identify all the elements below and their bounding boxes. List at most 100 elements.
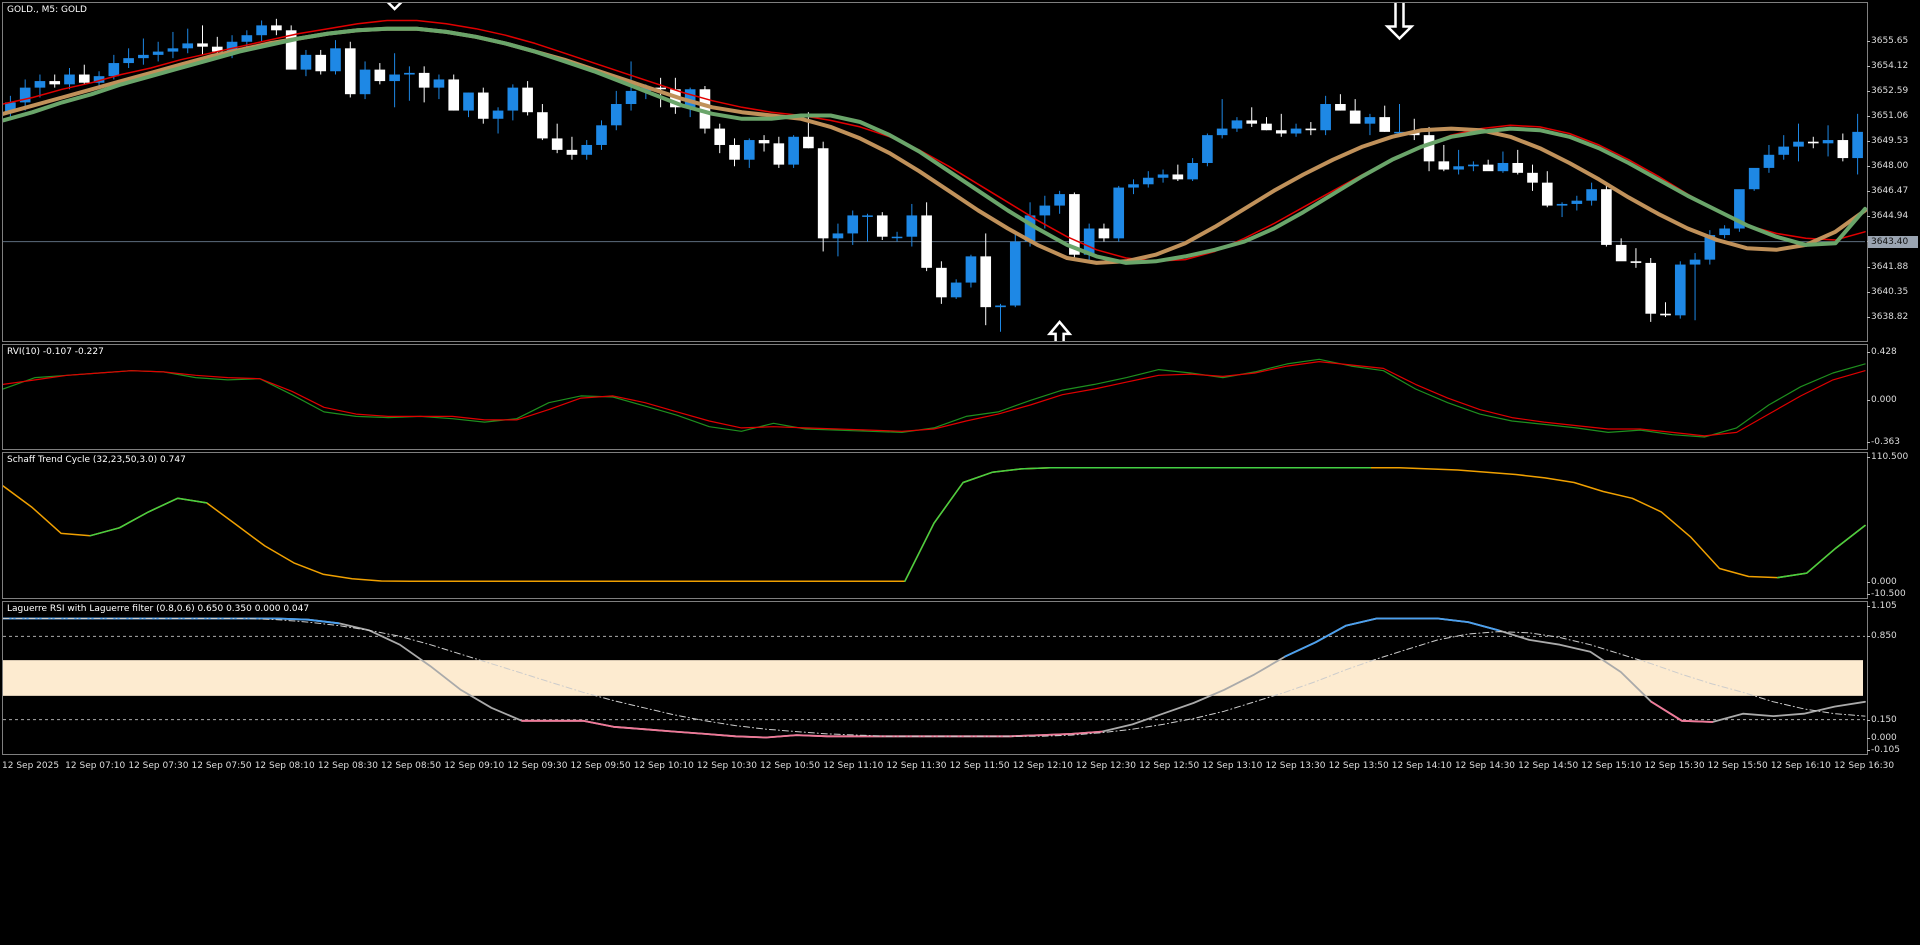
candle-body[interactable] [404,72,415,75]
candle-body[interactable] [241,35,253,42]
candle-body[interactable] [1763,154,1775,168]
candle-body[interactable] [1734,189,1745,229]
candle-body[interactable] [315,54,327,72]
candle-body[interactable] [891,236,903,239]
candle-body[interactable] [359,69,371,95]
candle-body[interactable] [551,138,563,150]
candle-body[interactable] [788,136,799,165]
candle-body[interactable] [152,51,164,55]
laguerre-axis[interactable]: 1.105 0.850 0.150 0.000 -0.105 [1866,601,1920,755]
candle-body[interactable] [610,104,622,126]
candle-body[interactable] [1615,244,1627,262]
candle-body[interactable] [108,63,120,77]
candle-body[interactable] [803,136,814,149]
rvi-chart[interactable] [3,345,1867,449]
candle-body[interactable] [1113,187,1125,239]
candle-body[interactable] [1822,140,1834,144]
candle-body[interactable] [5,102,16,113]
candle-body[interactable] [1482,164,1494,172]
rvi-axis[interactable]: 0.428 0.000 -0.363 [1866,344,1920,450]
candle-body[interactable] [876,215,888,237]
candle-body[interactable] [1172,174,1184,180]
candle-body[interactable] [1054,194,1065,206]
laguerre-panel[interactable]: Laguerre RSI with Laguerre filter (0.8,0… [2,601,1868,755]
candle-body[interactable] [138,54,149,59]
candle-body[interactable] [596,125,607,145]
candle-body[interactable] [1571,200,1583,204]
candle-body[interactable] [684,89,696,108]
candle-body[interactable] [1512,162,1524,173]
candle-body[interactable] [1674,264,1686,316]
candle-body[interactable] [1069,194,1080,255]
candle-body[interactable] [197,43,208,47]
candle-body[interactable] [1852,131,1863,159]
candle-body[interactable] [64,74,75,85]
candle-body[interactable] [374,69,386,82]
candle-body[interactable] [330,48,341,72]
rvi-panel[interactable]: RVI(10) -0.107 -0.227 [2,344,1868,450]
candle-body[interactable] [862,215,873,217]
candle-body[interactable] [1423,135,1435,162]
candle-body[interactable] [965,256,977,283]
candle-body[interactable] [167,48,179,52]
candle-body[interactable] [1142,177,1154,185]
candle-body[interactable] [1394,131,1405,134]
candle-body[interactable] [758,140,770,144]
candle-body[interactable] [1128,184,1139,188]
candle-body[interactable] [211,46,223,52]
candle-body[interactable] [1202,135,1213,163]
candle-body[interactable] [980,256,992,308]
candle-body[interactable] [1630,261,1642,263]
candle-body[interactable] [34,81,46,88]
candle-body[interactable] [1039,205,1051,216]
candle-body[interactable] [714,128,726,145]
candle-body[interactable] [1261,123,1272,131]
candle-body[interactable] [906,215,918,237]
candle-body[interactable] [1009,241,1021,306]
candle-body[interactable] [182,43,194,49]
price-panel[interactable]: GOLD., M5: GOLD [2,2,1868,342]
candle-body[interactable] [78,74,90,83]
candle-body[interactable] [1586,189,1597,201]
candle-body[interactable] [300,54,312,70]
candle-body[interactable] [1349,110,1361,124]
schaff-panel[interactable]: Schaff Trend Cycle (32,23,50,3.0) 0.747 [2,452,1868,599]
candle-body[interactable] [1024,215,1036,242]
price-axis[interactable]: 3655.65 3654.12 3652.59 3651.06 3649.53 3648.… [1866,2,1920,342]
candle-body[interactable] [1748,167,1760,190]
candle-body[interactable] [1364,117,1376,124]
candle-body[interactable] [271,25,282,31]
candle-body[interactable] [1837,140,1849,159]
candle-body[interactable] [921,215,932,268]
schaff-chart[interactable] [3,453,1867,598]
candle-body[interactable] [1778,146,1790,155]
candle-body[interactable] [625,90,637,105]
candle-body[interactable] [448,79,460,111]
candle-body[interactable] [1187,162,1198,180]
schaff-axis[interactable]: 110.500 0.000 -10.500 [1866,452,1920,599]
candle-body[interactable] [1379,117,1391,132]
candle-body[interactable] [19,87,31,103]
candle-body[interactable] [1660,313,1671,316]
candle-body[interactable] [950,282,962,298]
candle-body[interactable] [1216,128,1228,136]
candle-body[interactable] [1083,228,1095,255]
candle-body[interactable] [285,30,297,70]
candle-body[interactable] [1438,161,1450,170]
candle-body[interactable] [832,233,844,239]
time-axis[interactable]: 12 Sep 2025 12 Sep 07:10 12 Sep 07:30 12 Se… [0,757,1920,780]
candle-body[interactable] [49,81,61,85]
candle-body[interactable] [995,305,1006,308]
candle-body[interactable] [1290,128,1302,134]
candle-body[interactable] [817,148,829,239]
candle-body[interactable] [1807,141,1819,144]
candle-body[interactable] [729,144,740,160]
candle-body[interactable] [655,87,666,90]
candle-body[interactable] [1320,104,1331,131]
candle-body[interactable] [1527,172,1538,183]
candle-body[interactable] [477,92,489,119]
candle-body[interactable] [537,112,548,139]
candle-body[interactable] [1497,162,1509,172]
candle-body[interactable] [522,87,533,113]
candle-body[interactable] [507,87,519,111]
